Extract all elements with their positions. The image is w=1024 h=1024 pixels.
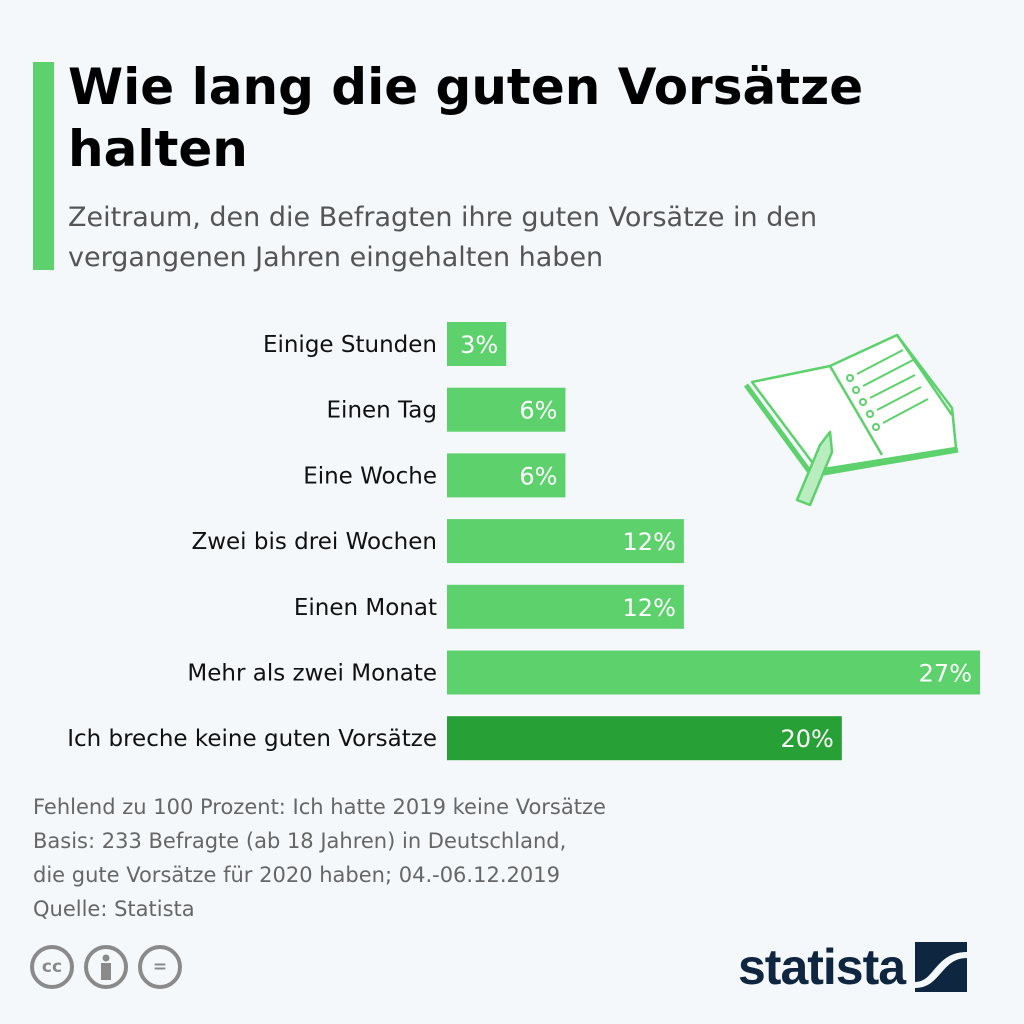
category-label: Einige Stunden [263, 332, 437, 358]
logo-text: statista [738, 939, 906, 995]
by-icon[interactable] [84, 945, 128, 989]
category-label: Einen Monat [294, 595, 437, 621]
value-label: 6% [519, 397, 557, 425]
category-label: Mehr als zwei Monate [187, 661, 437, 687]
value-label: 6% [519, 462, 557, 490]
bar [447, 650, 980, 695]
source-line: Quelle: Statista [33, 897, 195, 921]
footer-line: Fehlend zu 100 Prozent: Ich hatte 2019 k… [33, 795, 606, 819]
notebook-pencil-illustration [743, 333, 959, 507]
bar [447, 453, 566, 498]
chart-subtitle: Zeitraum, den die Befragten ihre guten V… [68, 202, 818, 273]
bar [447, 322, 507, 366]
value-label: 20% [780, 725, 833, 753]
bar [447, 519, 684, 564]
value-label: 27% [919, 660, 972, 688]
chart-title: Wie lang die guten Vorsätze halten [68, 58, 864, 178]
footer-line: Basis: 233 Befragte (ab 18 Jahren) in De… [33, 829, 567, 853]
category-label: Zwei bis drei Wochen [191, 529, 437, 555]
value-label: 12% [623, 528, 676, 556]
footer-notes: Fehlend zu 100 Prozent: Ich hatte 2019 k… [33, 790, 606, 926]
statista-logo-icon [915, 942, 968, 992]
nd-icon[interactable]: = [138, 945, 182, 989]
category-label: Ich breche keine guten Vorsätze [67, 726, 437, 752]
cc-icon[interactable]: cc [30, 945, 74, 989]
footer-line: die gute Vorsätze für 2020 haben; 04.-06… [33, 863, 560, 887]
value-label: 3% [460, 331, 498, 359]
accent-bar [33, 62, 54, 270]
bar [447, 716, 842, 761]
value-label: 12% [623, 594, 676, 622]
category-label: Eine Woche [303, 463, 437, 489]
bar [447, 584, 684, 629]
bar [447, 387, 566, 432]
license-icons[interactable]: cc = [30, 945, 182, 989]
category-label: Einen Tag [327, 398, 437, 424]
statista-logo[interactable]: statista [738, 938, 968, 996]
